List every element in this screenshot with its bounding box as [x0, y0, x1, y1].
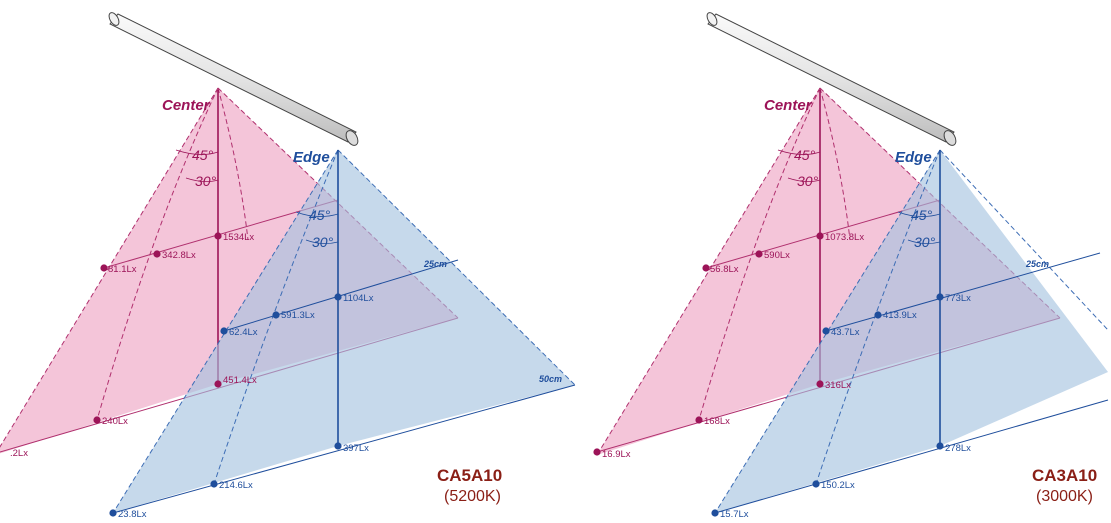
lux-center-25-30deg: 590Lx — [764, 250, 790, 261]
angle-30-edge: 30° — [914, 234, 936, 250]
angle-45-center: 45° — [794, 147, 816, 163]
lux-edge-25-axis: 1104Lx — [343, 293, 374, 304]
lux-edge-25-45deg: 43.7Lx — [831, 327, 860, 338]
center-point-50-45deg — [593, 448, 601, 456]
edge-point-50-axis — [334, 442, 342, 450]
lux-edge-50-45deg: 23.8Lx — [118, 509, 147, 520]
edge-point-25-axis — [334, 293, 342, 301]
angle-annotations: 45° 30° 45° 30° — [777, 147, 941, 250]
edge-point-50-axis — [936, 442, 944, 450]
lux-center-50-30deg: 240Lx — [102, 416, 128, 427]
center-point-25-30deg — [153, 250, 161, 258]
center-points: 1073.8Lx 590Lx 56.8Lx 316Lx 168Lx 16.9Lx — [593, 232, 864, 460]
model-name: CA5A10 — [437, 466, 502, 485]
color-temperature: (3000K) — [1036, 488, 1093, 505]
angle-30-center: 30° — [797, 173, 819, 189]
center-point-50-axis — [816, 380, 824, 388]
model-name: CA3A10 — [1032, 466, 1097, 485]
edge-point-25-axis — [936, 293, 944, 301]
center-beam — [596, 87, 1061, 456]
center-heading: Center — [764, 97, 813, 114]
angle-45-edge: 45° — [309, 207, 331, 223]
angle-30-edge: 30° — [312, 234, 334, 250]
light-fixture — [108, 12, 359, 146]
edge-beam — [112, 149, 576, 514]
lux-center-50-45deg: .2Lx — [10, 448, 28, 459]
edge-point-50-30deg — [812, 480, 820, 488]
lux-center-50-axis: 451.4Lx — [223, 375, 257, 386]
lux-edge-50-45deg: 15.7Lx — [720, 509, 749, 520]
edge-heading: Edge — [895, 149, 932, 166]
edge-heading: Edge — [293, 149, 330, 166]
light-fixture — [706, 12, 957, 146]
lux-center-25-30deg: 342.8Lx — [162, 250, 196, 261]
color-temperature: (5200K) — [444, 488, 501, 505]
center-point-50-axis — [214, 380, 222, 388]
center-point-25-axis — [214, 232, 222, 240]
lux-edge-50-axis: 278Lx — [945, 443, 971, 454]
panel-ca5a10: 45° 30° 45° 30° Center Edge 25cm 50cm 15… — [0, 12, 576, 520]
lux-edge-50-30deg: 214.6Lx — [219, 480, 253, 491]
lux-edge-50-axis: 397Lx — [343, 443, 369, 454]
lux-edge-25-30deg: 591.3Lx — [281, 310, 315, 321]
edge-points: 773Lx 413.9Lx 43.7Lx 278Lx 150.2Lx 15.7L… — [711, 293, 971, 520]
center-point-50-30deg — [695, 416, 703, 424]
center-point-50-30deg — [93, 416, 101, 424]
lux-center-25-axis: 1534Lx — [223, 232, 254, 243]
lux-center-25-45deg: 56.8Lx — [710, 264, 739, 275]
angle-annotations: 45° 30° 45° 30° — [175, 147, 339, 250]
lux-center-25-45deg: 81.1Lx — [108, 264, 137, 275]
center-point-25-45deg — [100, 264, 108, 272]
angle-30-center: 30° — [195, 173, 217, 189]
edge-point-50-30deg — [210, 480, 218, 488]
center-heading: Center — [162, 97, 211, 114]
distance-label-50cm: 50cm — [539, 374, 562, 384]
center-points: 1534Lx 342.8Lx 81.1Lx 451.4Lx 240Lx .2Lx — [10, 232, 257, 459]
lux-center-25-axis: 1073.8Lx — [825, 232, 864, 243]
edge-point-50-45deg — [711, 509, 719, 517]
angle-45-center: 45° — [192, 147, 214, 163]
lux-center-50-30deg: 168Lx — [704, 416, 730, 427]
center-point-25-45deg — [702, 264, 710, 272]
edge-point-25-45deg — [822, 327, 830, 335]
edge-point-50-45deg — [109, 509, 117, 517]
edge-point-25-30deg — [874, 311, 882, 319]
lux-center-50-45deg: 16.9Lx — [602, 449, 631, 460]
center-point-25-axis — [816, 232, 824, 240]
edge-points: 1104Lx 591.3Lx 62.4Lx 397Lx 214.6Lx 23.8… — [109, 293, 374, 520]
center-point-25-30deg — [755, 250, 763, 258]
angle-45-edge: 45° — [911, 207, 933, 223]
distance-label-25cm: 25cm — [1025, 259, 1049, 269]
lux-edge-25-axis: 773Lx — [945, 293, 971, 304]
lux-edge-25-45deg: 62.4Lx — [229, 327, 258, 338]
lux-edge-25-30deg: 413.9Lx — [883, 310, 917, 321]
distance-label-25cm: 25cm — [423, 259, 447, 269]
edge-point-25-30deg — [272, 311, 280, 319]
lux-edge-50-30deg: 150.2Lx — [821, 480, 855, 491]
lux-center-50-axis: 316Lx — [825, 380, 851, 391]
edge-point-25-45deg — [220, 327, 228, 335]
panel-ca3a10: 45° 30° 45° 30° Center Edge 25cm 1073.8L… — [593, 12, 1109, 520]
